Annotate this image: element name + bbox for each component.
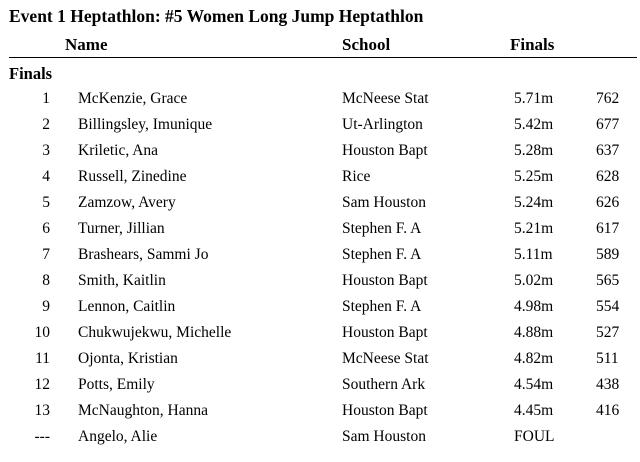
result-mark: 5.28m <box>514 142 554 159</box>
result-place: 8 <box>42 272 50 289</box>
result-place: 1 <box>42 90 50 107</box>
result-mark: 5.02m <box>514 272 554 289</box>
name-column-header: Name <box>65 35 108 54</box>
result-row: 11 Ojonta, Kristian McNeese Stat 4.82m 5… <box>0 348 640 374</box>
result-place: 6 <box>42 220 50 237</box>
result-place: 9 <box>42 298 50 315</box>
result-row: --- Angelo, Alie Sam Houston FOUL <box>0 426 640 452</box>
athlete-school: Houston Bapt <box>342 142 428 159</box>
result-place: --- <box>34 428 51 445</box>
athlete-school: Stephen F. A <box>342 246 422 263</box>
result-mark: 5.24m <box>514 194 554 211</box>
athlete-school: Houston Bapt <box>342 402 428 419</box>
result-place: 5 <box>42 194 50 211</box>
result-points: 626 <box>596 194 620 211</box>
result-place: 7 <box>42 246 50 263</box>
result-points: 416 <box>596 402 620 419</box>
athlete-name: Potts, Emily <box>78 376 155 393</box>
result-mark: 5.11m <box>514 246 553 263</box>
athlete-name: Chukwujekwu, Michelle <box>78 324 232 341</box>
result-mark: FOUL <box>514 428 555 445</box>
result-points: 677 <box>596 116 620 133</box>
result-mark: 4.98m <box>514 298 554 315</box>
athlete-name: Turner, Jillian <box>78 220 165 237</box>
result-points: 589 <box>596 246 620 263</box>
athlete-name: Brashears, Sammi Jo <box>78 246 209 263</box>
athlete-school: Stephen F. A <box>342 220 422 237</box>
result-mark: 4.45m <box>514 402 554 419</box>
athlete-name: Lennon, Caitlin <box>78 298 176 315</box>
athlete-school: Sam Houston <box>342 194 426 211</box>
result-points: 511 <box>596 350 619 367</box>
column-header-row: Name School Finals <box>0 34 640 56</box>
athlete-school: Stephen F. A <box>342 298 422 315</box>
result-points: 637 <box>596 142 620 159</box>
result-row: 9 Lennon, Caitlin Stephen F. A 4.98m 554 <box>0 296 640 322</box>
athlete-school: Houston Bapt <box>342 324 428 341</box>
athlete-school: Southern Ark <box>342 376 426 393</box>
result-row: 8 Smith, Kaitlin Houston Bapt 5.02m 565 <box>0 270 640 296</box>
athlete-school: McNeese Stat <box>342 350 429 367</box>
result-mark: 4.82m <box>514 350 554 367</box>
result-points: 438 <box>596 376 620 393</box>
result-row: 12 Potts, Emily Southern Ark 4.54m 438 <box>0 374 640 400</box>
athlete-name: Angelo, Alie <box>78 428 158 445</box>
result-mark: 4.54m <box>514 376 554 393</box>
result-row: 5 Zamzow, Avery Sam Houston 5.24m 626 <box>0 192 640 218</box>
result-row: 3 Kriletic, Ana Houston Bapt 5.28m 637 <box>0 140 640 166</box>
athlete-name: McKenzie, Grace <box>78 90 188 107</box>
result-points: 527 <box>596 324 620 341</box>
athlete-name: Smith, Kaitlin <box>78 272 166 289</box>
result-place: 10 <box>34 324 51 341</box>
result-row: 10 Chukwujekwu, Michelle Houston Bapt 4.… <box>0 322 640 348</box>
athlete-school: Houston Bapt <box>342 272 428 289</box>
result-points: 628 <box>596 168 620 185</box>
result-row: 4 Russell, Zinedine Rice 5.25m 628 <box>0 166 640 192</box>
result-points: 565 <box>596 272 620 289</box>
athlete-name: Russell, Zinedine <box>78 168 187 185</box>
result-place: 3 <box>42 142 50 159</box>
result-mark: 5.25m <box>514 168 554 185</box>
result-mark: 4.88m <box>514 324 554 341</box>
result-row: 6 Turner, Jillian Stephen F. A 5.21m 617 <box>0 218 640 244</box>
result-mark: 5.42m <box>514 116 554 133</box>
result-place: 2 <box>42 116 50 133</box>
result-row: 13 McNaughton, Hanna Houston Bapt 4.45m … <box>0 400 640 426</box>
result-points: 617 <box>596 220 620 237</box>
athlete-name: Zamzow, Avery <box>78 194 176 211</box>
athlete-school: Rice <box>342 168 371 185</box>
athlete-school: Ut-Arlington <box>342 116 423 133</box>
section-label: Finals <box>9 64 53 83</box>
event-title: Event 1 Heptathlon: #5 Women Long Jump H… <box>9 6 424 26</box>
athlete-school: McNeese Stat <box>342 90 429 107</box>
athlete-name: Billingsley, Imunique <box>78 116 213 133</box>
school-column-header: School <box>342 35 391 54</box>
athlete-name: McNaughton, Hanna <box>78 402 208 419</box>
result-row: 2 Billingsley, Imunique Ut-Arlington 5.4… <box>0 114 640 140</box>
result-mark: 5.21m <box>514 220 554 237</box>
result-points: 762 <box>596 90 620 107</box>
result-mark: 5.71m <box>514 90 554 107</box>
athlete-name: Ojonta, Kristian <box>78 350 178 367</box>
result-place: 11 <box>35 350 50 367</box>
finals-column-header: Finals <box>510 35 555 54</box>
result-place: 12 <box>34 376 51 393</box>
athlete-name: Kriletic, Ana <box>78 142 159 159</box>
result-points: 554 <box>596 298 620 315</box>
athlete-school: Sam Houston <box>342 428 426 445</box>
results-list: 1 McKenzie, Grace McNeese Stat 5.71m 762… <box>0 88 640 452</box>
result-place: 4 <box>42 168 50 185</box>
header-divider <box>9 57 637 58</box>
result-place: 13 <box>34 402 51 419</box>
result-row: 1 McKenzie, Grace McNeese Stat 5.71m 762 <box>0 88 640 114</box>
result-row: 7 Brashears, Sammi Jo Stephen F. A 5.11m… <box>0 244 640 270</box>
